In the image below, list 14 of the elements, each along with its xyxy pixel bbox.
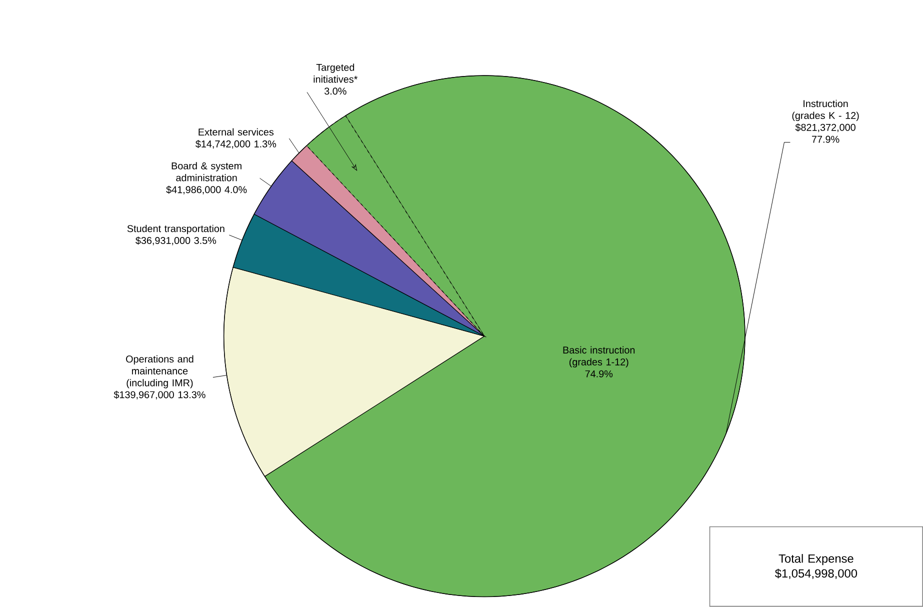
slice-label: Student transportation: [127, 224, 224, 234]
data-label: 3.0%: [324, 88, 346, 95]
data-label: $41,986,000 4.0%: [166, 186, 247, 194]
slice-label: Basic instruction (grades 1-12): [563, 346, 635, 368]
text: Instruction (grades K - 12) $821,372,000 77.9%: [792, 100, 859, 143]
data-label: $14,742,000 1.3%: [196, 140, 276, 149]
legend-label: Operations and maintenance (including IMR): [126, 355, 194, 388]
data-label: $139,967,000 13.3%: [114, 390, 206, 400]
slice-label: External services: [198, 128, 274, 136]
text: Total Expense $1,054,998,000: [774, 554, 858, 580]
slice-label: Targeted initiatives*: [314, 64, 358, 83]
data-label: 74.9%: [585, 370, 613, 378]
data-label: $36,931,000 3.5%: [136, 236, 216, 246]
slice-label: Board & system administration: [172, 162, 242, 182]
